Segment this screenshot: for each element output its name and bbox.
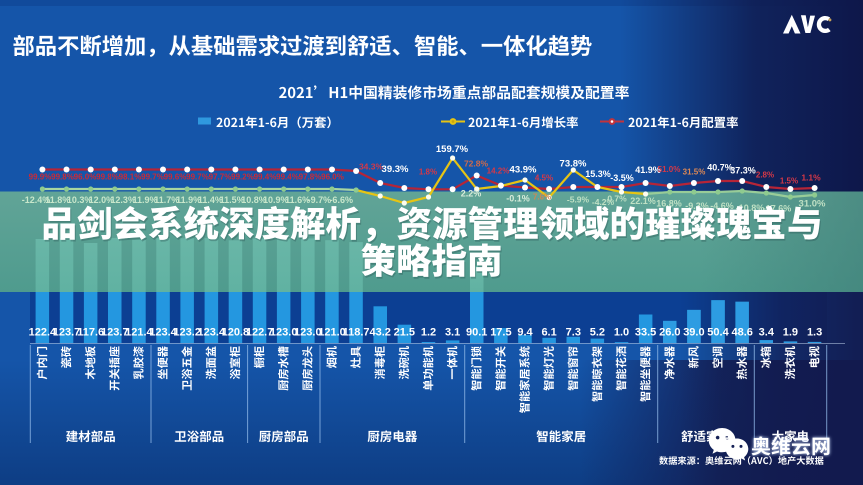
- svg-text:-9.7%: -9.7%: [308, 195, 332, 205]
- svg-text:10.9%: 10.9%: [263, 195, 289, 205]
- svg-text:34.3%: 34.3%: [359, 162, 384, 172]
- svg-text:97.8%: 97.8%: [299, 173, 322, 182]
- svg-text:-5.9%: -5.9%: [567, 195, 590, 205]
- svg-text:123.0: 123.0: [270, 327, 298, 339]
- svg-text:12.0%: 12.0%: [89, 195, 115, 205]
- svg-text:120.8: 120.8: [222, 327, 250, 339]
- svg-text:123.0: 123.0: [294, 327, 322, 339]
- svg-text:4.5%: 4.5%: [535, 174, 553, 183]
- svg-text:10.8%: 10.8%: [241, 195, 267, 205]
- svg-text:48.6: 48.6: [731, 327, 752, 339]
- svg-text:7.3: 7.3: [566, 327, 581, 339]
- svg-text:1.8%: 1.8%: [419, 168, 437, 177]
- svg-text:-17.6%: -17.6%: [763, 204, 792, 214]
- svg-text:121.0: 121.0: [318, 327, 346, 339]
- svg-text:51.0%: 51.0%: [658, 165, 681, 174]
- svg-text:1.1%: 1.1%: [801, 173, 821, 183]
- svg-text:-3.5%: -3.5%: [610, 173, 634, 183]
- svg-text:1.3: 1.3: [807, 327, 822, 339]
- svg-text:11.8%: 11.8%: [45, 195, 70, 205]
- svg-text:2.8%: 2.8%: [756, 171, 774, 180]
- svg-text:11.5%: 11.5%: [220, 195, 245, 205]
- svg-text:31.0%: 31.0%: [799, 199, 826, 210]
- svg-text:-4.6%: -4.6%: [710, 201, 734, 211]
- svg-text:2.2%: 2.2%: [461, 189, 482, 199]
- svg-text:41.9%: 41.9%: [635, 165, 661, 175]
- svg-text:12.3%: 12.3%: [110, 195, 136, 205]
- svg-text:11.6%: 11.6%: [285, 195, 310, 205]
- svg-text:1.9: 1.9: [783, 327, 798, 339]
- svg-text:16.8%: 16.8%: [656, 199, 682, 209]
- svg-text:7.6%: 7.6%: [533, 193, 551, 202]
- svg-text:73.8%: 73.8%: [560, 159, 587, 170]
- svg-text:10.3%: 10.3%: [67, 195, 93, 205]
- svg-text:122.7: 122.7: [246, 327, 274, 339]
- svg-text:123.4: 123.4: [198, 327, 226, 339]
- svg-text:43.2: 43.2: [369, 327, 390, 339]
- svg-text:11.9%: 11.9%: [176, 195, 201, 205]
- svg-text:99.4%: 99.4%: [276, 173, 299, 182]
- svg-text:3.4: 3.4: [759, 327, 775, 339]
- svg-text:99.7%: 99.7%: [141, 173, 164, 182]
- svg-text:11.7%: 11.7%: [154, 195, 179, 205]
- svg-text:123.2: 123.2: [173, 327, 201, 339]
- svg-text:1.5%: 1.5%: [780, 177, 798, 186]
- svg-text:123.7: 123.7: [53, 327, 81, 339]
- svg-text:0.7%: 0.7%: [607, 194, 627, 204]
- svg-text:-10.8%: -10.8%: [736, 203, 765, 213]
- svg-text:43.9%: 43.9%: [510, 165, 537, 176]
- svg-text:97.7%: 97.7%: [209, 173, 232, 182]
- svg-text:-9.3%: -9.3%: [685, 201, 709, 211]
- svg-text:117.6: 117.6: [77, 327, 104, 339]
- svg-text:22.1%: 22.1%: [630, 196, 656, 206]
- svg-text:33.5: 33.5: [635, 327, 656, 339]
- svg-text:6.1: 6.1: [541, 327, 556, 339]
- svg-text:123.7: 123.7: [101, 327, 129, 339]
- svg-text:99.8%: 99.8%: [96, 173, 119, 182]
- svg-text:11.9%: 11.9%: [132, 195, 157, 205]
- svg-text:99.2%: 99.2%: [231, 173, 254, 182]
- svg-text:-6.6%: -6.6%: [329, 195, 353, 205]
- svg-text:99.4%: 99.4%: [254, 173, 277, 182]
- svg-text:-12.4%: -12.4%: [22, 195, 51, 205]
- svg-text:39.3%: 39.3%: [382, 164, 409, 175]
- svg-text:-0.1%: -0.1%: [506, 194, 530, 204]
- svg-text:118.7: 118.7: [343, 327, 370, 339]
- svg-text:26.0: 26.0: [659, 327, 680, 339]
- svg-text:159.7%: 159.7%: [436, 144, 469, 155]
- svg-text:5.2: 5.2: [590, 327, 605, 339]
- svg-text:72.8%: 72.8%: [464, 159, 489, 169]
- svg-text:1.0: 1.0: [614, 327, 629, 339]
- svg-text:9.4: 9.4: [517, 327, 533, 339]
- svg-text:-4.2%: -4.2%: [592, 197, 615, 207]
- svg-text:40.7%: 40.7%: [707, 163, 733, 173]
- svg-text:90.1: 90.1: [466, 327, 487, 339]
- svg-text:99.7%: 99.7%: [186, 173, 209, 182]
- svg-text:98.1%: 98.1%: [119, 173, 142, 182]
- svg-text:96.0%: 96.0%: [321, 173, 344, 182]
- svg-text:14.2%: 14.2%: [487, 167, 510, 176]
- svg-text:39.0: 39.0: [683, 327, 704, 339]
- svg-text:17.5: 17.5: [490, 327, 511, 339]
- svg-text:122.4: 122.4: [29, 327, 57, 339]
- svg-text:99.8%: 99.8%: [51, 173, 74, 182]
- svg-text:37.3%: 37.3%: [730, 166, 756, 176]
- svg-text:15.3%: 15.3%: [585, 169, 611, 179]
- svg-text:96.0%: 96.0%: [74, 173, 97, 182]
- svg-text:3.1: 3.1: [445, 327, 460, 339]
- svg-text:11.4%: 11.4%: [198, 195, 223, 205]
- svg-text:123.4: 123.4: [149, 327, 177, 339]
- svg-text:99.6%: 99.6%: [164, 173, 187, 182]
- svg-text:50.4: 50.4: [707, 327, 729, 339]
- svg-text:121.4: 121.4: [125, 327, 153, 339]
- svg-text:21.5: 21.5: [394, 327, 415, 339]
- svg-text:31.5%: 31.5%: [683, 168, 706, 177]
- svg-text:1.2: 1.2: [421, 327, 436, 339]
- svg-text:99.9%: 99.9%: [29, 173, 52, 182]
